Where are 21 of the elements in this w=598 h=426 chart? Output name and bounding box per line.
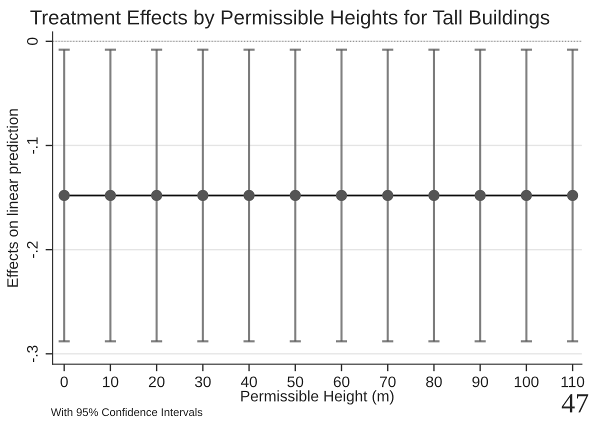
y-axis-title: Effects on linear prediction — [6, 109, 22, 287]
text: With 95% Confidence Intervals — [50, 408, 202, 416]
x-tick-label: 20 — [148, 376, 165, 388]
y-tick-label: 0 — [26, 38, 38, 45]
x-tick-label: 70 — [380, 376, 396, 388]
x-tick-label: 40 — [240, 376, 257, 388]
x-tick-label: 90 — [472, 376, 488, 388]
y-tick-label: -.1 — [27, 137, 38, 154]
x-axis-title: Permissible Height (m) — [241, 390, 394, 405]
x-tick-label: 10 — [103, 376, 118, 388]
x-tick-label: 50 — [287, 376, 304, 388]
x-tick-label: 60 — [334, 376, 350, 388]
text: 47 — [562, 394, 588, 412]
x-tick-label: 100 — [514, 376, 539, 388]
x-tick-label: 0 — [60, 376, 68, 388]
y-tick-label: -.2 — [26, 242, 38, 258]
x-tick-label: 110 — [562, 376, 584, 388]
chart-title: Treatment Effects by Permissible Heights for Tall Buildings — [30, 10, 550, 29]
y-tick-label: -.3 — [26, 346, 38, 362]
x-tick-label: 80 — [426, 376, 442, 388]
x-tick-label: 30 — [194, 376, 211, 388]
